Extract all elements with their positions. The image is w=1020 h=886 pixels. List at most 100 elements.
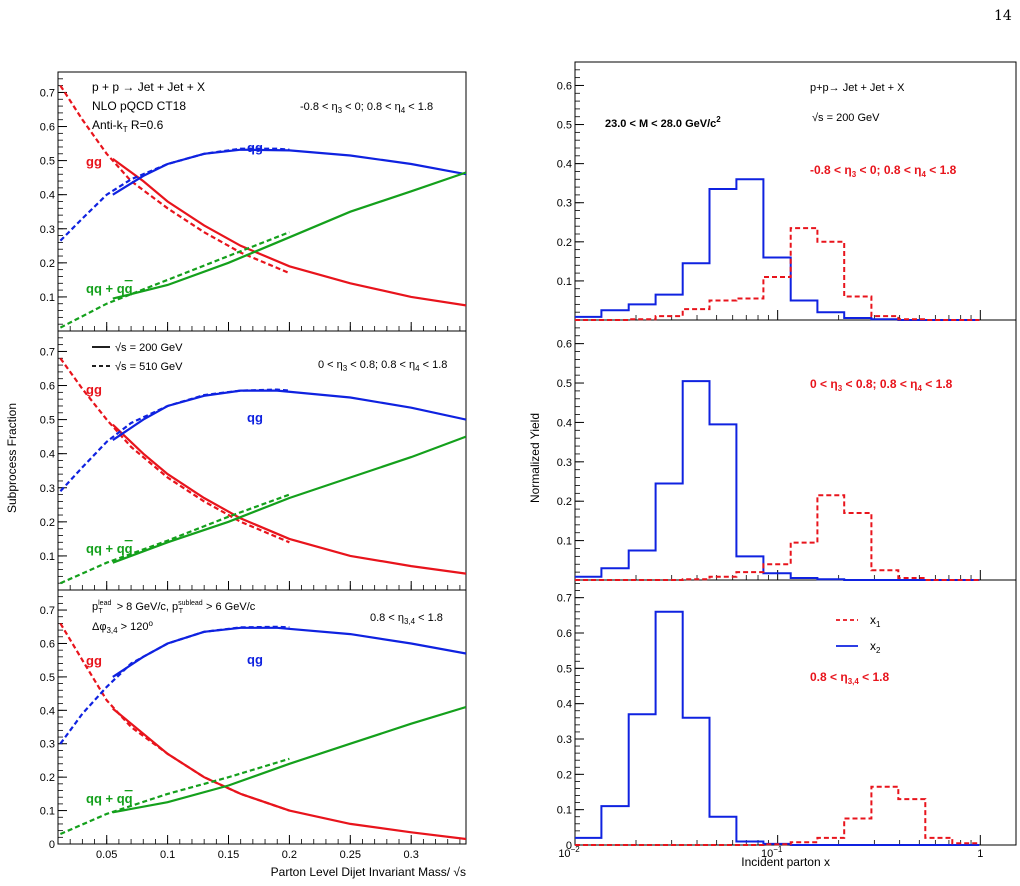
left-panel-1-antikt-text: Anti-kT R=0.6	[92, 118, 164, 134]
left-curve-solid	[112, 148, 466, 196]
left-curve-dashed	[59, 757, 290, 836]
left-panel-3-qq-label: qq + qq	[86, 791, 133, 806]
left-curve-solid	[112, 389, 466, 442]
right-panel-2-frame	[574, 319, 1017, 581]
left-curve-solid	[112, 435, 466, 564]
left-curve-solid	[112, 423, 466, 575]
left-curve-dashed	[59, 147, 290, 242]
left-panel-2-eta-label: 0 < η3 < 0.8; 0.8 < η4 < 1.8	[318, 359, 447, 373]
legend-solid-label: √s = 200 GeV	[115, 342, 183, 354]
left-xtick-label: 0.1	[160, 849, 175, 861]
left-axes: 0.1 0.2 0.3 0.4 0.5 0.6 0.7 0.1 0.2 0.3 0.4 0.5 0.6 0…	[40, 78, 461, 861]
left-ytick-label: 0.1	[40, 551, 55, 563]
left-ytick-label: 0.3	[40, 224, 55, 236]
right-ytick-label: 0.5	[557, 378, 572, 390]
left-ytick-label: 0.3	[40, 483, 55, 495]
right-ytick-label: 0.6	[557, 628, 572, 640]
left-curve-dashed	[59, 625, 290, 745]
right-panel-1-eta-label: -0.8 < η3 < 0; 0.8 < η4 < 1.8	[810, 163, 957, 179]
left-panel-1-eta-label: -0.8 < η3 < 0; 0.8 < η4 < 1.8	[300, 101, 433, 115]
right-panel-3	[574, 579, 1017, 846]
left-curve-solid	[112, 158, 466, 307]
right-panel-3-eta-label: 0.8 < η3,4 < 1.8	[810, 670, 889, 686]
right-panel-1	[574, 61, 1017, 321]
left-ytick-label: 0.6	[40, 381, 55, 393]
left-panel-3-pt-cuts: plead T > 8 GeV/c, psublead T > 6 GeV/c	[92, 600, 256, 615]
right-ytick-label: 0.1	[557, 276, 572, 288]
left-panel-3-dphi-cut: Δφ3,4 > 120o	[92, 619, 154, 635]
left-xtick-label: 0.15	[218, 849, 239, 861]
left-curve-solid	[112, 707, 466, 841]
right-ytick-label: 0.5	[557, 663, 572, 675]
left-ytick-label: 0.2	[40, 772, 55, 784]
left-panel-3-gg-label: gg	[86, 653, 102, 668]
left-ytick-label: 0.3	[40, 739, 55, 751]
right-ytick-label: 0.2	[557, 496, 572, 508]
right-ytick-label: 0.1	[557, 805, 572, 817]
right-axes: 0.1 0.2 0.3 0.4 0.5 0.6 0.1 0.2 0.3 0.4 0.5 0.6 0 0.1…	[557, 69, 983, 860]
left-ytick-label: 0.5	[40, 415, 55, 427]
right-ytick-label: 0.1	[557, 536, 572, 548]
left-curve-solid	[112, 171, 466, 300]
left-panel-3-qg-label: qg	[247, 652, 263, 667]
right-panel-2	[574, 319, 1017, 581]
right-panel-2-eta-label: 0 < η3 < 0.8; 0.8 < η4 < 1.8	[810, 377, 953, 393]
left-xtick-label: 0.3	[404, 849, 419, 861]
right-ytick-label: 0.3	[557, 734, 572, 746]
right-ytick-label: 0.3	[557, 198, 572, 210]
left-panel-2-gg-label: gg	[86, 382, 102, 397]
legend-x2-label: x2	[870, 639, 881, 655]
left-ytick-label: 0.6	[40, 122, 55, 134]
left-ytick-label: 0.2	[40, 517, 55, 529]
right-hist-x2	[575, 380, 980, 581]
left-ytick-label: 0.1	[40, 292, 55, 304]
right-ytick-label: 0.2	[557, 769, 572, 781]
right-ytick-label: 0.3	[557, 457, 572, 469]
left-curve-solid	[112, 626, 466, 678]
right-panel-1-mass-label: 23.0 < M < 28.0 GeV/c2	[605, 115, 721, 130]
right-hist-x1	[575, 494, 980, 581]
right-ytick-label: 0.4	[557, 699, 572, 711]
right-ytick-label: 0	[566, 840, 572, 852]
right-panel-1-sqrts-text: √s = 200 GeV	[812, 112, 880, 124]
left-panel-1-pqcd-text: NLO pQCD CT18	[92, 99, 186, 113]
right-hist-x1	[575, 227, 980, 321]
left-curves	[59, 85, 466, 841]
left-panel-2-qg-label: qg	[247, 410, 263, 425]
left-ytick-label: 0.4	[40, 190, 55, 202]
left-panel-2-legend: √s = 200 GeV √s = 510 GeV	[92, 342, 183, 373]
right-hist-x2	[575, 610, 980, 846]
right-ytick-label: 0.6	[557, 80, 572, 92]
left-ytick-label: 0.5	[40, 156, 55, 168]
left-ytick-label: 0.2	[40, 258, 55, 270]
left-curve-dashed	[59, 622, 290, 812]
right-panel-3-legend: x1 x2	[836, 613, 881, 655]
left-panel-1-qq-label: qq + qq	[86, 281, 133, 296]
legend-x1-label: x1	[870, 613, 881, 629]
left-curve-dashed	[59, 493, 290, 585]
right-histograms	[575, 178, 980, 846]
right-panel-1-frame	[574, 61, 1017, 321]
left-curve-solid	[112, 705, 466, 814]
left-panel-1-process-text: p + p → Jet + Jet + X	[92, 80, 205, 94]
left-curve-dashed	[59, 388, 290, 492]
left-ytick-label: 0.7	[40, 346, 55, 358]
right-ytick-label: 0.7	[557, 593, 572, 605]
left-ytick-label: 0.5	[40, 672, 55, 684]
left-ytick-label: 0.4	[40, 705, 55, 717]
legend-dashed-label: √s = 510 GeV	[115, 361, 183, 373]
right-panel-3-frame	[574, 579, 1017, 846]
left-curve-dashed	[59, 231, 290, 329]
right-ytick-label: 0.6	[557, 339, 572, 351]
left-ytick-label: 0.6	[40, 638, 55, 650]
left-ytick-label: 0.7	[40, 87, 55, 99]
left-panel-1-gg-label: gg	[86, 154, 102, 169]
right-y-axis-title: Normalized Yield	[528, 413, 542, 503]
right-xtick-label: 1	[977, 848, 983, 860]
right-ytick-label: 0.4	[557, 159, 572, 171]
left-y-axis-title: Subprocess Fraction	[5, 403, 19, 513]
right-x-axis-title: Incident parton x	[741, 855, 830, 869]
left-ytick-label: 0.1	[40, 806, 55, 818]
right-ytick-label: 0.2	[557, 237, 572, 249]
